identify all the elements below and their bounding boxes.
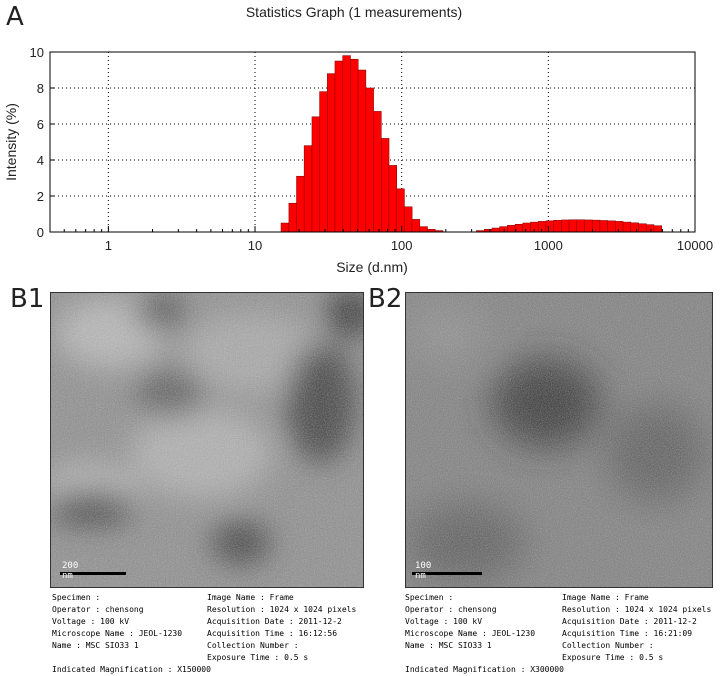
- metadata-line: Microscope Name : JEOL-1230: [405, 629, 536, 638]
- histogram-bar: [584, 219, 593, 233]
- metadata-line: Acquisition Date : 2011-12-2: [207, 617, 342, 626]
- histogram-bar: [288, 202, 297, 233]
- metadata-line: [405, 652, 564, 664]
- histogram-bar: [507, 225, 516, 233]
- histogram-bar: [568, 219, 578, 233]
- scale-bar-b1: [60, 572, 126, 575]
- metadata-line: [52, 652, 211, 664]
- metadata-line: Image Name : Frame: [562, 593, 649, 602]
- y-tick-label: 8: [37, 81, 44, 96]
- x-tick-label: 100: [391, 238, 413, 253]
- y-axis-label: Intensity (%): [3, 103, 19, 181]
- histogram-bar: [334, 60, 344, 233]
- histogram-bar: [591, 219, 601, 233]
- histogram-bar: [411, 219, 421, 233]
- histogram-bar: [296, 175, 305, 233]
- metadata-line: Microscope Name : JEOL-1230: [52, 629, 183, 638]
- histogram-bar: [553, 220, 562, 233]
- histogram-bar: [545, 220, 555, 233]
- histogram-bar: [653, 225, 662, 233]
- histogram-bar: [357, 69, 367, 233]
- y-tick-label: 10: [30, 45, 44, 60]
- histogram-bar: [561, 219, 570, 233]
- metadata-line: Specimen :: [405, 593, 454, 602]
- metadata-left-b2: Specimen : Operator : chensong Voltage : 1…: [405, 592, 564, 676]
- metadata-line: Collection Number :: [562, 641, 654, 650]
- metadata-right-b2: Image Name : Frame Resolution : 1024 x 10…: [562, 592, 711, 664]
- micrograph-b2-image: [405, 292, 713, 588]
- chart-title: Statistics Graph (1 measurements): [246, 4, 462, 20]
- metadata-line: Name : MSC SIO33 1: [52, 641, 139, 650]
- histogram-bar: [311, 116, 321, 233]
- histogram-bar: [615, 221, 624, 233]
- metadata-line: Voltage : 100 kV: [52, 617, 130, 626]
- y-tick-label: 6: [37, 117, 44, 132]
- metadata-line: Operator : chensong: [405, 605, 497, 614]
- histogram-bar: [365, 87, 374, 233]
- metadata-left-b1: Specimen : Operator : chensong Voltage : 1…: [52, 592, 211, 676]
- metadata-line: Image Name : Frame: [207, 593, 294, 602]
- panel-b1-label: B1: [10, 284, 45, 314]
- histogram-bar: [373, 111, 382, 233]
- metadata-line: Acquisition Time : 16:21:09: [562, 629, 693, 638]
- x-axis-label: Size (d.nm): [336, 259, 408, 275]
- histogram-bar: [599, 220, 608, 233]
- scale-bar-b2: [412, 572, 482, 575]
- size-distribution-chart: Statistics Graph (1 measurements) 0 2 4 6 8 1…: [3, 4, 714, 275]
- histogram-bar: [607, 220, 616, 233]
- x-tick-label: 10000: [677, 238, 713, 253]
- histogram-bar: [419, 226, 428, 233]
- chart-bars: [280, 55, 662, 233]
- histogram-bar: [638, 223, 647, 233]
- histogram-bar: [645, 224, 655, 233]
- metadata-line: Indicated Magnification : X150000: [52, 665, 211, 674]
- metadata-line: Acquisition Time : 16:12:56: [207, 629, 338, 638]
- histogram-bar: [622, 221, 632, 233]
- plot-frame: [49, 51, 696, 233]
- scale-bar-label-b1: 200 nm: [62, 561, 79, 581]
- y-tick-label: 2: [37, 189, 44, 204]
- chart-ticks: 0 2 4 6 8 10 1 10 100 1000 10000: [30, 45, 714, 253]
- panel-b2-label: B2: [368, 284, 403, 314]
- histogram-bar: [327, 73, 336, 233]
- metadata-line: Voltage : 100 kV: [405, 617, 483, 626]
- y-tick-label: 4: [37, 153, 44, 168]
- histogram-bar: [499, 226, 508, 233]
- metadata-line: Resolution : 1024 x 1024 pixels: [562, 605, 712, 614]
- x-tick-label: 1000: [534, 238, 563, 253]
- histogram-bar: [396, 188, 405, 233]
- metadata-line: Exposure Time : 0.5 s: [207, 653, 309, 662]
- metadata-line: Indicated Magnification : X300000: [405, 665, 564, 674]
- histogram-bar: [522, 222, 531, 233]
- histogram-bar: [303, 145, 313, 233]
- metadata-line: Operator : chensong: [52, 605, 144, 614]
- histogram-bar: [630, 222, 639, 233]
- x-tick-label: 10: [248, 238, 262, 253]
- histogram-bar: [388, 165, 397, 233]
- x-tick-label: 1: [105, 238, 112, 253]
- histogram-bar: [342, 55, 351, 233]
- histogram-bar: [491, 227, 501, 233]
- metadata-line: Resolution : 1024 x 1024 pixels: [207, 605, 357, 614]
- histogram-bar: [280, 222, 290, 233]
- histogram-bar: [319, 91, 328, 233]
- histogram-bar: [350, 58, 359, 233]
- metadata-line: Acquisition Date : 2011-12-2: [562, 617, 697, 626]
- histogram-bar: [380, 138, 390, 233]
- metadata-line: Exposure Time : 0.5 s: [562, 653, 664, 662]
- histogram-bar: [576, 219, 585, 233]
- y-tick-label: 0: [37, 225, 44, 240]
- histogram-bar: [404, 206, 413, 233]
- metadata-right-b1: Image Name : Frame Resolution : 1024 x 10…: [207, 592, 356, 664]
- metadata-line: Collection Number :: [207, 641, 299, 650]
- metadata-line: Name : MSC SIO33 1: [405, 641, 492, 650]
- micrograph-b1-image: [50, 292, 364, 588]
- panel-a-label: A: [6, 2, 24, 32]
- scale-bar-label-b2: 100 nm: [415, 561, 432, 581]
- metadata-line: Specimen :: [52, 593, 101, 602]
